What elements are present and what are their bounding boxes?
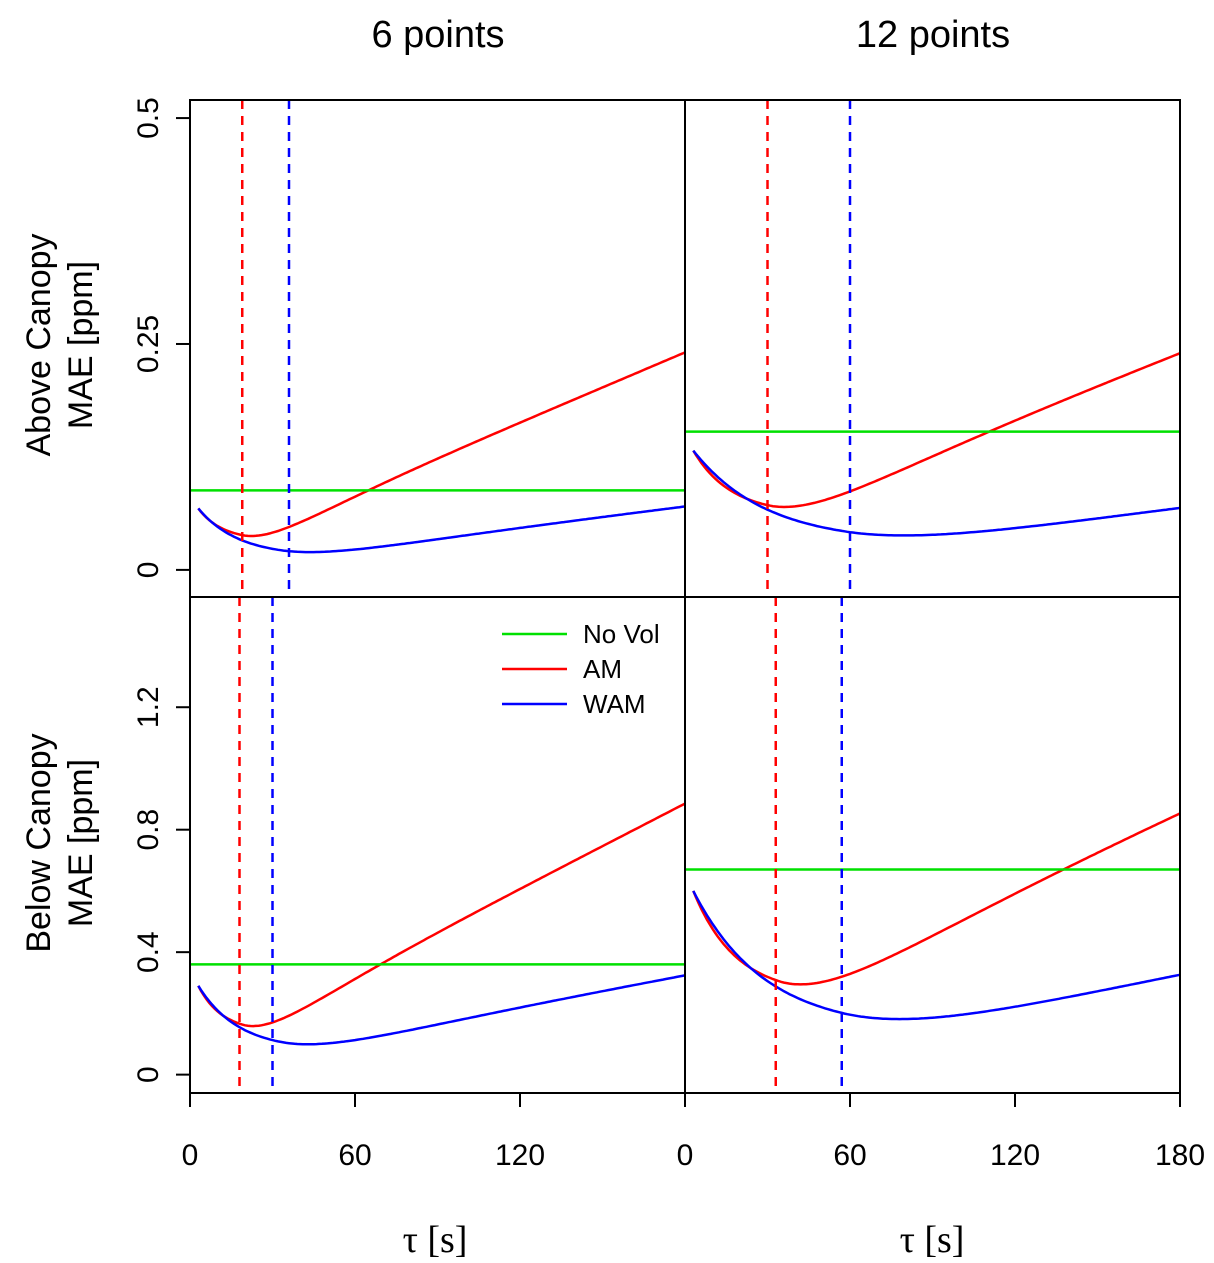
panel-1: 0 0.25 0.5 <box>132 97 686 598</box>
panel-4: 0 60 120 180 <box>677 596 1205 1172</box>
legend-label-wam: WAM <box>583 689 646 719</box>
x-tick-label: 0 <box>182 1139 199 1172</box>
x-tick-label: 60 <box>338 1139 371 1172</box>
y-label-above: Above Canopy MAE [ppm] <box>20 233 100 456</box>
x-tick-label: 120 <box>990 1139 1040 1172</box>
x-label-left: τ [s] <box>403 1219 468 1261</box>
y-label-below-line2: MAE [ppm] <box>62 759 100 927</box>
y-tick-label: 0.4 <box>132 931 165 973</box>
y-tick-label: 0 <box>132 1066 165 1083</box>
y-tick-label: 0 <box>132 562 165 579</box>
panel-frame-2 <box>684 99 1181 598</box>
am-line-panel-1 <box>197 351 686 538</box>
wam-line-panel-1 <box>197 505 686 554</box>
x-tick-label: 0 <box>677 1139 694 1172</box>
legend-label-am: AM <box>583 654 622 684</box>
y-tick-label: 0.5 <box>132 97 165 139</box>
y-label-above-line2: MAE [ppm] <box>62 261 100 429</box>
am-line-panel-2 <box>692 352 1181 509</box>
title-12-points: 12 points <box>856 14 1010 56</box>
y-label-below: Below Canopy MAE [ppm] <box>20 733 100 952</box>
y-tick-label: 0.8 <box>132 809 165 851</box>
wam-line-panel-4 <box>692 890 1181 1021</box>
x-label-right: τ [s] <box>900 1219 965 1261</box>
legend-label-no_vol: No Vol <box>583 619 660 649</box>
legend: No Vol AM WAM <box>502 619 660 719</box>
wam-line-panel-3 <box>197 974 686 1046</box>
x-tick-label: 180 <box>1155 1139 1205 1172</box>
am-line-panel-3 <box>197 802 686 1028</box>
x-tick-label: 60 <box>833 1139 866 1172</box>
panel-2 <box>684 99 1181 598</box>
panels: 0 0.25 0.5 0 0.4 0.8 1.2 0 60 120 0 60 120 180 <box>132 97 1205 1172</box>
y-label-below-line1: Below Canopy <box>20 733 58 952</box>
panel-3: 0 0.4 0.8 1.2 0 60 120 <box>132 596 686 1172</box>
x-tick-label: 120 <box>495 1139 545 1172</box>
am-line-panel-4 <box>692 812 1181 986</box>
panel-frame-1 <box>189 99 686 598</box>
title-6-points: 6 points <box>371 14 504 56</box>
wam-line-panel-2 <box>692 449 1181 537</box>
y-tick-label: 1.2 <box>132 686 165 728</box>
panel-frame-4 <box>684 596 1181 1094</box>
y-tick-label: 0.25 <box>132 315 165 373</box>
y-label-above-line1: Above Canopy <box>20 233 58 456</box>
